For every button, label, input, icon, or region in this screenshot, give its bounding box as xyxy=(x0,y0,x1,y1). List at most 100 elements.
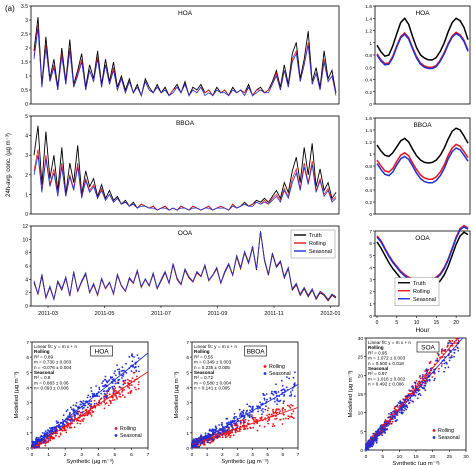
y-tick-label: 2 xyxy=(25,173,28,179)
point-rolling xyxy=(103,407,106,410)
point-rolling xyxy=(256,429,259,432)
point-seasonal xyxy=(212,429,215,432)
x-axis-label: Synthetic (µg m⁻³) xyxy=(66,459,113,465)
point-seasonal xyxy=(93,402,96,405)
point-seasonal xyxy=(280,379,283,382)
point-seasonal xyxy=(208,433,211,435)
point-rolling xyxy=(89,407,92,409)
point-rolling xyxy=(61,429,64,432)
point-seasonal xyxy=(85,400,87,403)
point-rolling xyxy=(111,399,114,401)
point-rolling xyxy=(130,389,133,392)
point-rolling xyxy=(49,439,52,442)
point-seasonal xyxy=(81,408,84,410)
point-seasonal xyxy=(37,438,40,441)
point-seasonal xyxy=(135,369,138,372)
x-axis-label: Synthetic (µg m⁻³) xyxy=(392,461,439,465)
y-tick-label: 2 xyxy=(369,290,372,296)
point-seasonal xyxy=(45,432,48,434)
point-seasonal xyxy=(121,366,124,369)
point-seasonal xyxy=(71,419,74,421)
point-seasonal xyxy=(240,412,242,414)
point-seasonal xyxy=(453,352,456,354)
point-seasonal xyxy=(390,422,393,425)
y-tick-label: 2 xyxy=(25,46,28,52)
point-seasonal xyxy=(36,446,38,448)
point-rolling xyxy=(243,426,246,429)
panel-letter: (a) xyxy=(5,4,15,13)
point-seasonal xyxy=(100,397,103,400)
point-seasonal xyxy=(376,431,379,434)
point-seasonal xyxy=(375,441,378,444)
point-seasonal xyxy=(50,427,53,430)
y-tick-label: 1.5 xyxy=(21,60,28,66)
point-seasonal xyxy=(114,382,117,385)
point-seasonal xyxy=(245,412,247,414)
point-seasonal xyxy=(372,441,375,444)
y-tick-label: 2 xyxy=(186,416,189,422)
point-rolling xyxy=(268,413,270,416)
point-seasonal xyxy=(425,372,428,375)
point-seasonal xyxy=(248,416,251,419)
sc-bboa-panel: 0 1 2 3 4 5 6 7 0 1 2 3 4 5 6 7 Synthetic (µg m⁻³) Modell… xyxy=(174,340,300,465)
point-rolling xyxy=(124,396,126,399)
legend-marker-rolling xyxy=(114,427,118,430)
x-tick-label: 0 xyxy=(191,452,194,458)
point-rolling xyxy=(229,436,231,439)
point-seasonal xyxy=(105,380,108,383)
point-seasonal xyxy=(290,393,293,396)
point-seasonal xyxy=(82,400,85,402)
legend-label-seasonal: Seasonal xyxy=(269,371,291,377)
point-seasonal xyxy=(90,386,92,389)
point-seasonal xyxy=(109,387,112,389)
point-rolling xyxy=(440,352,443,354)
y-tick-label: 0 xyxy=(186,446,189,452)
point-seasonal xyxy=(130,354,133,357)
point-rolling xyxy=(93,399,96,402)
legend-marker-rolling xyxy=(263,365,267,368)
point-rolling xyxy=(255,418,258,421)
y-tick-label: 1.4 xyxy=(365,16,372,22)
point-seasonal xyxy=(62,422,64,425)
point-rolling xyxy=(271,425,274,428)
point-rolling xyxy=(252,418,255,421)
point-rolling xyxy=(82,417,85,420)
point-rolling xyxy=(127,386,129,388)
point-seasonal xyxy=(367,442,369,445)
y-tick-label: 6 xyxy=(369,241,372,247)
point-seasonal xyxy=(453,349,455,351)
fit-stat-line: m = 0.580 ± 0.004 xyxy=(194,380,232,385)
point-rolling xyxy=(49,438,51,440)
point-seasonal xyxy=(236,426,239,429)
point-rolling xyxy=(59,433,62,436)
fit-stat-line: m = 1.016 ± 0.002 xyxy=(368,376,406,381)
point-rolling xyxy=(130,380,133,383)
legend-label-rolling: Rolling xyxy=(438,428,454,434)
point-seasonal xyxy=(251,416,254,419)
y-axis-label: Modelled (µg m⁻³) xyxy=(174,371,180,418)
point-seasonal xyxy=(90,390,93,393)
ts-bboa-line-seasonal xyxy=(33,155,337,211)
fit-stat-line: Rolling xyxy=(368,345,384,350)
x-tick-label: 7 xyxy=(147,452,150,458)
point-rolling xyxy=(384,419,387,421)
point-seasonal xyxy=(43,432,46,435)
point-seasonal xyxy=(261,413,263,416)
point-rolling xyxy=(279,410,282,412)
y-tick-label: 1.6 xyxy=(365,4,372,10)
point-seasonal xyxy=(46,429,49,431)
y-tick-label: 1 xyxy=(26,431,29,437)
point-rolling xyxy=(266,409,269,412)
x-tick-label: 3 xyxy=(80,452,83,458)
point-seasonal xyxy=(68,418,70,421)
fit-stat-line: n = 0.492 ± 0.006 xyxy=(368,382,404,387)
point-rolling xyxy=(243,428,245,431)
point-seasonal xyxy=(264,408,267,411)
point-seasonal xyxy=(416,397,419,400)
point-rolling xyxy=(71,422,73,425)
point-rolling xyxy=(134,386,136,389)
point-seasonal xyxy=(66,409,69,411)
point-seasonal xyxy=(388,416,390,419)
sc-bboa-fit-seasonal xyxy=(191,383,299,447)
